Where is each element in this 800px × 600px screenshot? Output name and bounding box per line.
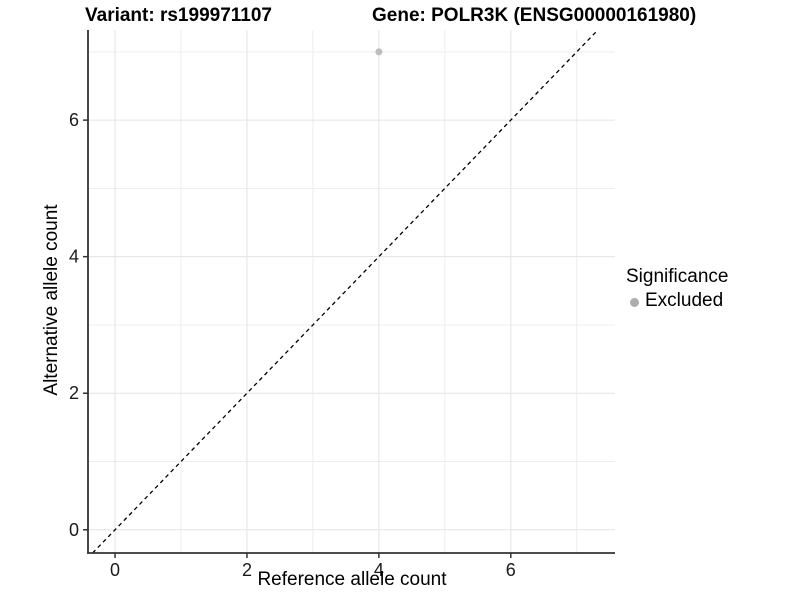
y-tick-label: 2 (69, 383, 79, 403)
data-points (375, 48, 383, 56)
y-tick-label: 0 (69, 520, 79, 540)
x-tick-label: 2 (242, 560, 252, 580)
plot-title-variant: Variant: rs199971107 (85, 5, 272, 26)
legend-title: Significance (626, 266, 729, 287)
excluded-point-icon (630, 297, 639, 307)
legend-item-excluded: Excluded (626, 290, 728, 312)
x-axis-ticks: 0 2 4 6 (110, 553, 516, 580)
x-tick-label: 6 (506, 560, 516, 580)
y-tick-label: 4 (69, 247, 79, 267)
y-axis-ticks: 0 2 4 6 (69, 110, 88, 540)
legend-item-label: Excluded (645, 290, 724, 311)
x-tick-label: 0 (110, 560, 120, 580)
x-tick-label: 4 (374, 560, 384, 580)
gridlines-minor (88, 30, 615, 553)
identity-dashed-line (92, 29, 599, 554)
x-axis-title: Reference allele count (257, 569, 447, 590)
gridlines-major (88, 30, 615, 553)
legend: Significance Excluded (626, 266, 728, 312)
plot-title-gene: Gene: POLR3K (ENSG00000161980) (372, 5, 697, 26)
y-axis-title: Alternative allele count (41, 204, 62, 396)
y-tick-label: 6 (69, 110, 79, 130)
data-point-excluded (375, 48, 383, 56)
